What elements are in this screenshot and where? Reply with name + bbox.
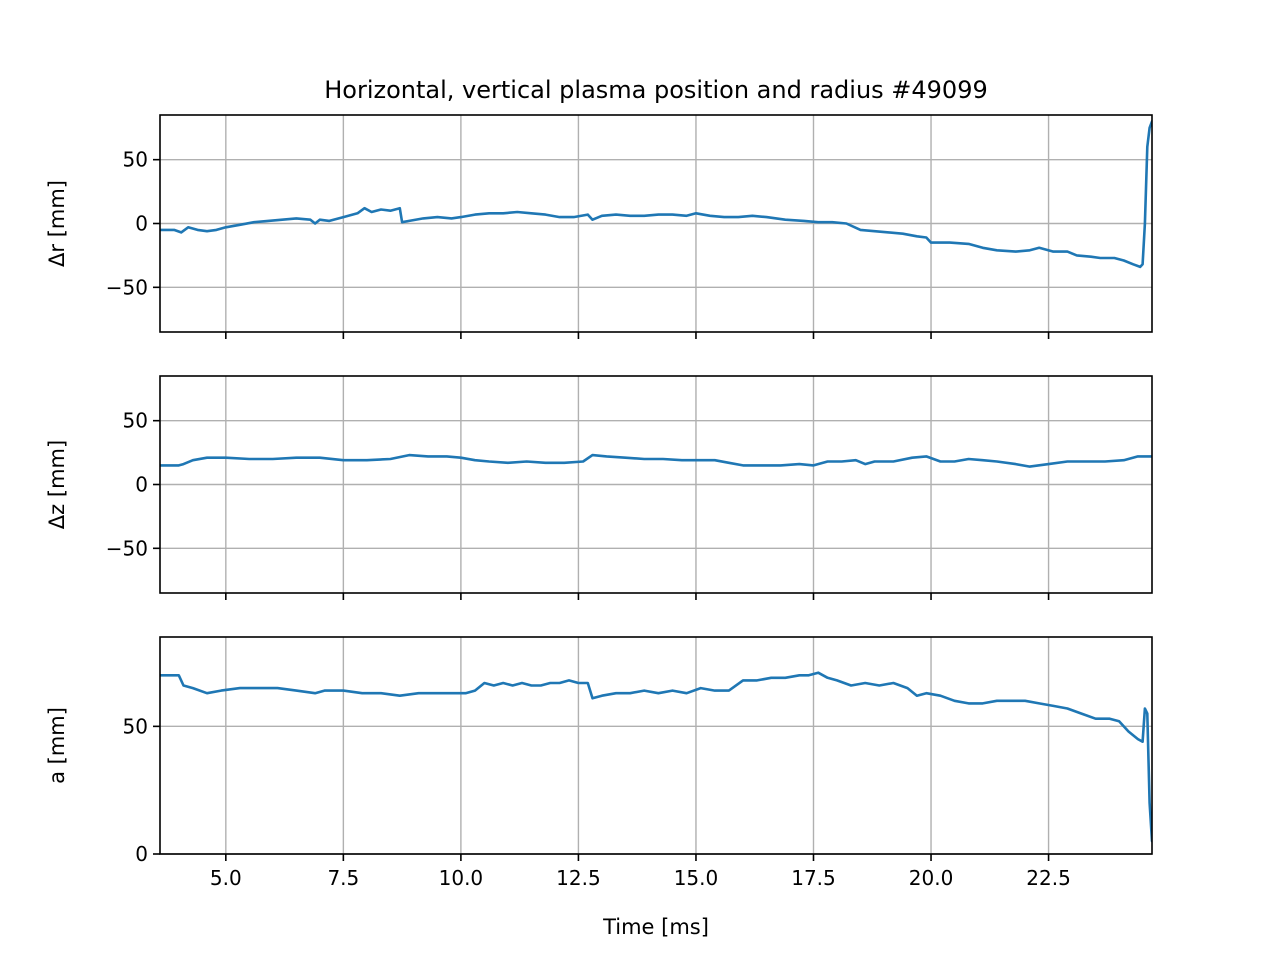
delta-r-panel: −50 0 50 Δr [mm] [45, 114, 1153, 339]
y-tick-label: 50 [123, 409, 148, 433]
y-tick-label: −50 [106, 275, 148, 299]
delta-z-panel: −50 0 50 Δz [mm] [45, 375, 1153, 600]
x-tick-label: 22.5 [1026, 866, 1071, 890]
y-tick-label: 0 [135, 473, 148, 497]
chart-title: Horizontal, vertical plasma position and… [324, 76, 988, 104]
minor-radius-axes-frame [159, 636, 1153, 855]
y-tick-label: 50 [123, 714, 148, 738]
delta-r-series-line [160, 120, 1152, 269]
y-tick-label: −50 [106, 536, 148, 560]
y-tick-label: 0 [135, 842, 148, 866]
y-tick-label: 0 [135, 212, 148, 236]
x-axis-label: Time [ms] [602, 915, 709, 939]
x-tick-label: 10.0 [439, 866, 484, 890]
x-tick-label: 7.5 [327, 866, 359, 890]
minor-radius-panel: 5.0 7.5 10.0 12.5 15.0 17.5 20.0 22.5 0 50 a [mm] T… [45, 636, 1153, 939]
delta-z-series-line [160, 453, 1152, 468]
delta-z-y-axis-label: Δz [mm] [45, 440, 69, 529]
x-tick-label: 12.5 [556, 866, 601, 890]
x-tick-label: 20.0 [909, 866, 954, 890]
delta-r-y-axis-label: Δr [mm] [45, 180, 69, 267]
x-tick-label: 17.5 [791, 866, 836, 890]
x-tick-label: 5.0 [210, 866, 242, 890]
minor-radius-y-axis-label: a [mm] [45, 707, 69, 784]
minor-radius-series-line [160, 671, 1152, 843]
y-tick-label: 50 [123, 148, 148, 172]
x-tick-label: 15.0 [674, 866, 719, 890]
